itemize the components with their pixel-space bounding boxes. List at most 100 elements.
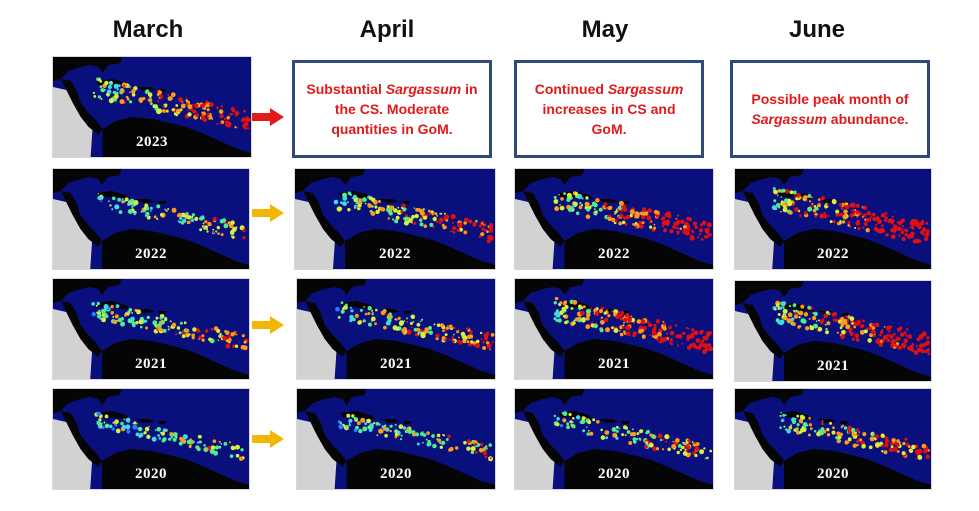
sargassum-patch: [840, 206, 844, 210]
year-label: 2022: [817, 246, 849, 262]
sargassum-patch: [696, 442, 700, 446]
sargassum-patch: [624, 326, 629, 330]
sargassum-patch: [686, 441, 689, 444]
sargassum-patch: [488, 443, 493, 447]
sargassum-patch: [470, 340, 474, 344]
sargassum-patch: [572, 321, 576, 325]
sargassum-patch: [891, 215, 894, 218]
sargassum-patch: [456, 330, 460, 334]
sargassum-patch: [144, 319, 148, 323]
sargassum-patch: [191, 336, 195, 340]
sargassum-patch: [638, 325, 643, 330]
sargassum-patch: [693, 221, 697, 226]
sargassum-patch: [201, 215, 205, 219]
sargassum-patch: [665, 440, 668, 443]
sargassum-patch: [447, 434, 451, 438]
sargassum-patch: [797, 325, 801, 329]
map-2021-april: 2021: [296, 278, 496, 380]
sargassum-patch: [586, 207, 591, 212]
sargassum-patch: [847, 220, 851, 225]
sargassum-patch: [103, 304, 109, 309]
sargassum-patch: [235, 444, 240, 450]
sargassum-patch: [615, 314, 620, 320]
sargassum-patch: [120, 421, 124, 426]
sargassum-patch: [457, 222, 463, 228]
sargassum-patch: [638, 220, 642, 225]
sargassum-patch: [925, 454, 930, 459]
sargassum-patch: [794, 429, 797, 432]
sargassum-patch: [156, 217, 159, 220]
north-america-land: [53, 279, 122, 303]
sargassum-patch: [95, 304, 98, 307]
sargassum-patch: [781, 419, 784, 422]
sargassum-patch: [455, 446, 459, 450]
sargassum-patch: [585, 426, 588, 428]
sargassum-patch: [835, 209, 840, 214]
central-america-land: [522, 191, 565, 247]
sargassum-patch: [794, 207, 799, 212]
sargassum-patch: [181, 334, 186, 339]
map-2020-june: 2020: [734, 388, 932, 490]
sargassum-patch: [777, 313, 781, 316]
sargassum-patch: [243, 109, 246, 113]
sargassum-patch: [445, 438, 449, 441]
sargassum-patch: [100, 97, 103, 100]
sargassum-patch: [362, 426, 368, 432]
sargassum-patch: [813, 323, 819, 329]
sargassum-patch: [871, 212, 876, 217]
sargassum-patch: [805, 195, 808, 199]
sargassum-patch: [432, 213, 434, 216]
sargassum-patch: [345, 425, 349, 429]
sargassum-patch: [856, 219, 860, 223]
sargassum-patch: [187, 112, 192, 117]
sargassum-patch: [378, 423, 381, 426]
no-data-region: [735, 311, 775, 381]
sargassum-patch: [199, 228, 203, 232]
sargassum-patch: [691, 229, 694, 233]
sargassum-patch: [620, 311, 625, 315]
sargassum-patch: [570, 307, 574, 310]
sargassum-patch: [862, 205, 868, 210]
sargassum-patch: [627, 317, 632, 323]
sargassum-patch: [571, 426, 573, 428]
sargassum-patch: [170, 435, 174, 439]
no-data-region: [53, 419, 93, 489]
sargassum-patch: [562, 418, 567, 423]
sargassum-patch: [445, 218, 449, 222]
sargassum-patch: [371, 312, 374, 316]
sargassum-patch: [370, 320, 373, 322]
sargassum-patch: [903, 331, 907, 334]
sargassum-patch: [856, 319, 862, 325]
sargassum-patch: [389, 424, 393, 428]
sargassum-patch: [229, 454, 234, 458]
sargassum-patch: [221, 218, 227, 223]
sargassum-patch: [215, 230, 218, 233]
sargassum-patch: [232, 344, 236, 348]
sargassum-patch: [924, 349, 928, 354]
sargassum-patch: [435, 336, 439, 341]
sargassum-patch: [594, 210, 598, 214]
sargassum-patch: [904, 437, 908, 441]
sargassum-patch: [807, 194, 812, 198]
sargassum-patch: [589, 431, 594, 436]
sargassum-patch: [340, 309, 345, 314]
sargassum-patch: [625, 313, 630, 317]
sargassum-patch: [450, 230, 453, 233]
sargassum-patch: [405, 317, 408, 320]
sargassum-patch: [195, 446, 197, 448]
sargassum-patch: [836, 438, 841, 444]
sargassum-patch: [677, 443, 682, 448]
sargassum-patch: [649, 433, 653, 437]
sargassum-patch: [877, 443, 879, 446]
sargassum-patch: [128, 100, 133, 104]
sargassum-patch: [220, 105, 224, 108]
sargassum-patch: [448, 324, 453, 329]
sargassum-patch: [800, 304, 805, 309]
map-2022-april: 2022: [294, 168, 496, 270]
no-data-region: [295, 199, 335, 269]
north-america-land: [735, 169, 804, 193]
sargassum-patch: [479, 331, 483, 335]
sargassum-patch: [600, 320, 605, 325]
sargassum-patch: [161, 109, 166, 113]
sargassum-patch: [450, 214, 456, 220]
